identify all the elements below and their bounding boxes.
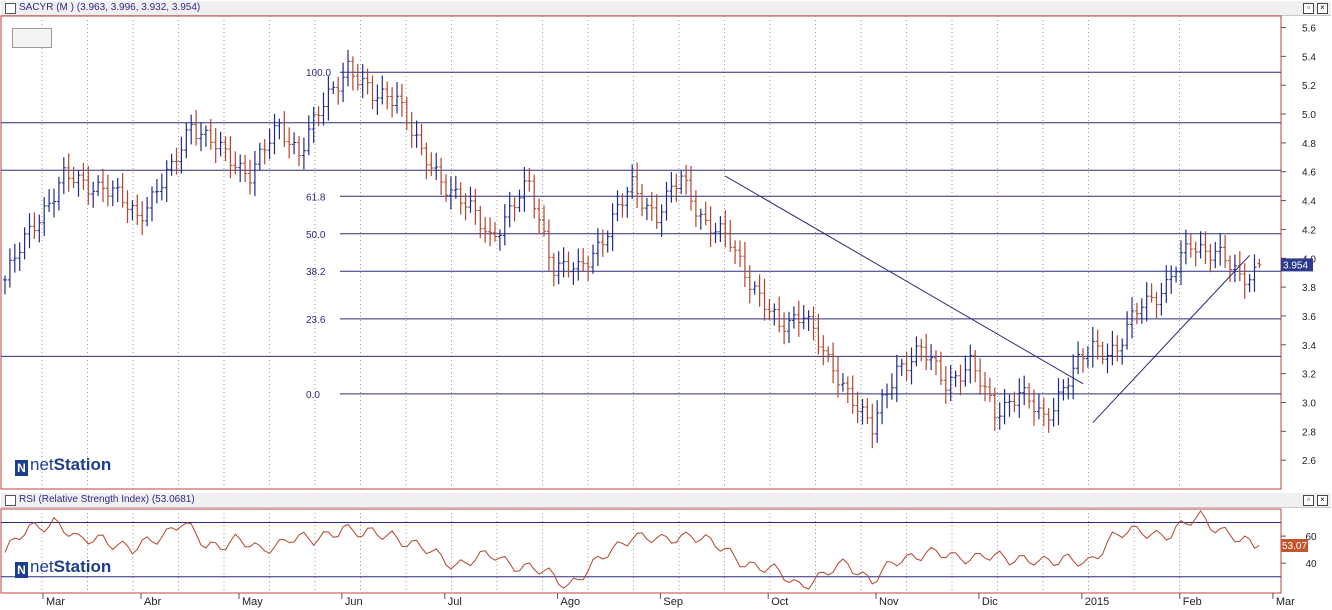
y-tick-label: 4.8 <box>1302 139 1316 150</box>
fibonacci-label: 61.8 <box>306 192 326 203</box>
close-main-panel-button[interactable]: × <box>1317 3 1328 14</box>
x-tick-label: May <box>242 596 263 608</box>
trendline <box>1092 255 1250 424</box>
current-price-label: 3.954 <box>1283 260 1308 271</box>
rsi-panel-title-bar: RSI (Relative Strength Index) (53.0681) … <box>1 493 1331 508</box>
y-tick-label: 2.8 <box>1302 427 1316 438</box>
color-swatch-button[interactable] <box>12 28 52 48</box>
horizontal-lines <box>1 122 1281 357</box>
x-tick-label: Mar <box>1276 596 1295 608</box>
y-tick-label: 3.4 <box>1302 341 1316 352</box>
fibonacci-label: 50.0 <box>306 230 326 241</box>
y-tick-label: 3.2 <box>1302 370 1316 381</box>
y-tick-label: 4.2 <box>1302 225 1316 236</box>
restore-main-panel-button[interactable]: ▫ <box>1303 3 1314 14</box>
x-tick-label: Abr <box>144 596 161 608</box>
fibonacci-label: 100.0 <box>306 68 331 79</box>
y-tick-label: 5.6 <box>1302 24 1316 35</box>
y-tick-label: 4.6 <box>1302 168 1316 179</box>
fibonacci-label: 38.2 <box>306 267 326 278</box>
y-tick-label: 2.6 <box>1302 456 1316 467</box>
x-tick-label: Jul <box>448 596 462 608</box>
fibonacci-label: 23.6 <box>306 315 326 326</box>
y-tick-label: 5.0 <box>1302 110 1316 121</box>
time-axis: Mar Abr May Jun Jul Ago Sep Oct Nov Dic 2015 Feb Mar <box>42 593 1295 608</box>
netstation-logo-icon: N <box>15 562 28 578</box>
y-tick-label: 3.8 <box>1302 283 1316 294</box>
y-tick-label: 3.0 <box>1302 398 1316 409</box>
main-panel-title: SACYR (M ) (3.963, 3.996, 3.932, 3.954) <box>19 2 201 13</box>
ohlc-bars <box>3 49 1262 449</box>
x-tick-label: Nov <box>879 596 899 608</box>
x-tick-label: Dic <box>982 596 998 608</box>
netstation-logo-icon: N <box>15 460 28 476</box>
y-tick-label: 5.4 <box>1302 52 1316 63</box>
x-tick-label: Jun <box>345 596 363 608</box>
rsi-y-tick-label: 60 <box>1305 532 1317 543</box>
chart-window-icon <box>5 3 16 14</box>
restore-rsi-panel-button[interactable]: ▫ <box>1303 495 1314 506</box>
y-tick-label: 5.2 <box>1302 81 1316 92</box>
current-price-marker: 3.954 <box>1281 258 1313 272</box>
trendline <box>725 175 1084 385</box>
trendlines[interactable] <box>725 175 1250 424</box>
current-rsi-marker: 53.07 <box>1281 538 1308 552</box>
close-rsi-panel-button[interactable]: × <box>1317 495 1328 506</box>
rsi-series <box>1 509 1281 590</box>
rsi-axis: 40 60 <box>1281 532 1317 570</box>
x-tick-label: 2015 <box>1085 596 1109 608</box>
rsi-panel-title: RSI (Relative Strength Index) (53.0681) <box>19 494 195 505</box>
x-tick-label: Oct <box>771 596 788 608</box>
current-rsi-label: 53.07 <box>1282 541 1307 552</box>
main-plot-frame <box>0 15 1282 490</box>
x-tick-label: Mar <box>46 596 65 608</box>
y-tick-label: 4.4 <box>1302 197 1316 208</box>
fibonacci-label: 0.0 <box>306 390 320 401</box>
price-axis: 2.62.83.03.23.43.63.84.04.24.44.64.85.05… <box>1281 24 1316 467</box>
x-tick-label: Feb <box>1183 596 1202 608</box>
vertical-gridlines <box>41 16 1180 593</box>
rsi-y-tick-label: 40 <box>1305 559 1317 570</box>
rsi-line <box>4 509 1260 590</box>
fibonacci-levels: 100.0 61.8 50.0 38.2 23.6 0.0 <box>306 68 1281 401</box>
chart-window-icon <box>5 495 16 506</box>
x-tick-label: Sep <box>663 596 683 608</box>
x-tick-label: Ago <box>561 596 581 608</box>
y-tick-label: 3.6 <box>1302 312 1316 323</box>
